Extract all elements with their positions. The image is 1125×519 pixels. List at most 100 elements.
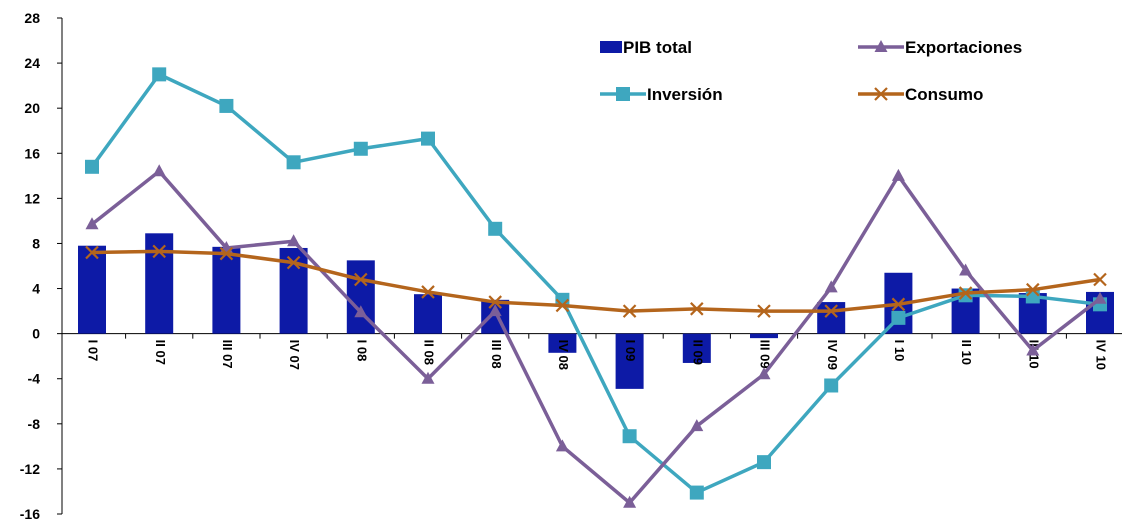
legend-label: PIB total [623, 38, 692, 57]
point-exportaciones [891, 168, 905, 181]
bar-pib-total [682, 333, 711, 363]
point-inversion [824, 378, 839, 393]
point-consumo [824, 304, 838, 318]
bar-pib-total [78, 245, 106, 334]
point-exportaciones [152, 164, 166, 177]
bar-pib-total [548, 333, 577, 353]
legend-item-inversion: Inversión [600, 85, 723, 104]
category-labels: I 07 II 07 III 07 IV 07 I 08 II 08 III 08 IV 08… [86, 340, 1109, 370]
point-inversion [421, 131, 435, 146]
legend-item-exportaciones: Exportaciones [858, 38, 1022, 57]
point-exportaciones [623, 495, 637, 508]
x-category-label: II 08 [422, 340, 437, 365]
point-exportaciones [354, 305, 368, 318]
x-category-label: II 09 [690, 340, 705, 365]
point-consumo [488, 295, 502, 309]
legend-swatch [600, 41, 622, 53]
legend-marker [874, 40, 888, 52]
x-category-label: II 10 [959, 340, 974, 365]
point-inversion [286, 155, 301, 170]
y-tick-label: -12 [20, 461, 40, 477]
line-inversion [90, 72, 1101, 495]
legend-marker [616, 87, 630, 101]
point-exportaciones [757, 367, 771, 380]
y-tick-label: 0 [32, 326, 40, 342]
line-series [85, 67, 1107, 508]
x-category-label: IV 09 [825, 340, 840, 370]
x-category-label: III 09 [758, 340, 773, 369]
x-category-label: II 07 [153, 340, 168, 365]
legend-item-pib-total: PIB total [600, 38, 692, 57]
legend: PIB total Exportaciones Inversión Consumo [600, 38, 1022, 104]
legend-label: Exportaciones [905, 38, 1022, 57]
x-category-label: III 08 [489, 340, 504, 369]
x-category-label: I 07 [86, 340, 101, 362]
point-consumo [891, 297, 906, 312]
x-category-label: I 08 [354, 340, 369, 362]
point-consumo [622, 304, 637, 318]
point-consumo [1026, 282, 1040, 297]
point-consumo [1093, 272, 1107, 287]
y-tick-label: 28 [24, 10, 40, 26]
y-tick-label: 24 [24, 55, 40, 71]
point-consumo [286, 255, 301, 270]
point-inversion [622, 429, 637, 444]
point-inversion [891, 310, 906, 325]
point-exportaciones [824, 280, 838, 293]
point-inversion [757, 455, 771, 470]
point-exportaciones [555, 439, 569, 452]
point-exportaciones [1093, 291, 1107, 304]
point-exportaciones [690, 419, 704, 432]
point-inversion [85, 159, 99, 174]
y-tick-label: 20 [24, 100, 40, 116]
bar-pib-total [212, 246, 241, 334]
point-exportaciones [959, 263, 973, 276]
point-exportaciones [488, 304, 502, 317]
y-tick-label: 8 [32, 235, 40, 251]
line-consumo [91, 249, 1101, 313]
legend-item-consumo: Consumo [858, 85, 983, 104]
legend-label: Inversión [647, 85, 723, 104]
x-category-label: IV 07 [287, 340, 302, 370]
legend-label: Consumo [905, 85, 983, 104]
y-tick-label: 16 [24, 145, 40, 161]
point-exportaciones [287, 234, 301, 247]
x-category-label: I 10 [892, 340, 907, 362]
point-inversion [689, 485, 704, 500]
point-inversion [152, 67, 167, 82]
bar-pib-total [817, 302, 846, 334]
bar-pib-total [414, 294, 442, 334]
line-exportaciones [90, 169, 1102, 505]
point-exportaciones [421, 371, 435, 384]
bar-pib-total [145, 233, 174, 334]
point-consumo [354, 272, 368, 287]
y-tick-label: 4 [32, 281, 40, 297]
bar-pib-total [750, 333, 778, 339]
y-tick-label: -16 [20, 506, 40, 519]
x-category-label: I 09 [623, 340, 638, 362]
x-category-label: IV 08 [556, 340, 571, 370]
axes: 28 24 20 16 12 8 4 0 -4 -8 -12 -16 [20, 10, 1122, 519]
point-consumo [690, 302, 704, 316]
point-inversion [353, 141, 368, 156]
point-consumo [85, 245, 99, 260]
point-exportaciones [1026, 343, 1040, 356]
point-inversion [219, 98, 234, 113]
bar-pib-total [615, 333, 644, 389]
series-consumo [85, 244, 1107, 318]
point-exportaciones [85, 217, 99, 230]
point-consumo [219, 246, 234, 261]
y-tick-label: 12 [24, 190, 40, 206]
x-category-label: III 07 [220, 340, 235, 369]
legend-marker [874, 87, 888, 101]
point-consumo [555, 298, 570, 313]
y-tick-label: -4 [28, 371, 41, 387]
point-consumo [421, 285, 435, 299]
point-inversion [488, 221, 503, 236]
y-tick-label: -8 [28, 416, 41, 432]
x-category-label: IV 10 [1094, 340, 1109, 370]
point-consumo [152, 244, 166, 259]
point-consumo [757, 304, 771, 318]
point-consumo [958, 286, 973, 300]
